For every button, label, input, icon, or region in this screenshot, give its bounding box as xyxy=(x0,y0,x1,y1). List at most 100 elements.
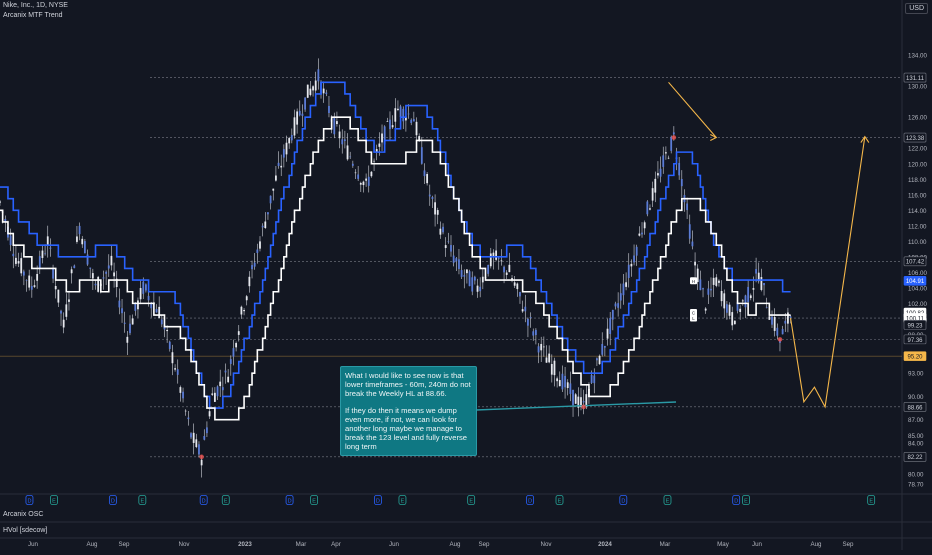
candle-body xyxy=(720,290,723,302)
candle-body xyxy=(28,275,31,288)
candle-body xyxy=(622,283,625,296)
currency-button[interactable]: USD xyxy=(905,3,928,14)
candle-body xyxy=(150,302,153,309)
candle-body xyxy=(97,276,100,292)
price-badge xyxy=(903,276,927,286)
candle-body xyxy=(680,178,683,187)
candle-body xyxy=(142,281,145,294)
candle-body xyxy=(343,139,346,142)
candle-body xyxy=(158,306,161,319)
event-marker xyxy=(732,495,741,505)
time-tick-label: Mar xyxy=(296,541,307,548)
candle-body xyxy=(121,308,123,314)
candle-body xyxy=(471,277,474,292)
candle-body xyxy=(694,261,696,266)
candle-body xyxy=(126,336,129,343)
candle-body xyxy=(710,288,712,291)
candle-body xyxy=(20,258,23,274)
candle-body xyxy=(744,295,747,308)
candle-body xyxy=(272,188,275,191)
price-tick-label: 118.00 xyxy=(908,177,927,184)
candle-body xyxy=(556,378,559,382)
event-marker xyxy=(221,495,230,505)
note-pointer xyxy=(475,401,677,411)
hvol-pane-label[interactable]: HVol [sdecow] xyxy=(3,527,48,534)
candle-body xyxy=(548,353,551,363)
candle-body xyxy=(179,387,182,393)
price-tick-label: 78.70 xyxy=(908,482,924,489)
candle-body xyxy=(57,289,60,303)
candle-body xyxy=(736,302,739,311)
candle-body xyxy=(73,265,76,269)
candle-body xyxy=(787,312,789,324)
event-marker-label: D xyxy=(734,499,738,505)
candle-body xyxy=(704,308,707,311)
candle-body xyxy=(81,238,84,245)
candle-body xyxy=(94,283,97,286)
candle-body xyxy=(574,394,577,404)
event-marker-label: D xyxy=(202,499,206,505)
candle-body xyxy=(221,387,224,391)
projection-trendline xyxy=(668,81,717,138)
ohlc-tag-label: H xyxy=(692,279,695,284)
candle-body xyxy=(280,165,283,168)
candle-body xyxy=(256,249,259,253)
price-tick-label: 93.00 xyxy=(908,371,924,378)
price-badge-label: 97.36 xyxy=(907,338,923,344)
candle-body xyxy=(741,300,744,302)
candle-body xyxy=(259,241,261,249)
candle-body xyxy=(187,417,190,420)
candle-body xyxy=(367,176,370,186)
event-marker xyxy=(199,495,208,505)
candle-body xyxy=(760,277,763,290)
candle-body xyxy=(466,269,468,274)
candle-body xyxy=(426,174,429,184)
candle-body xyxy=(452,255,455,263)
candle-body xyxy=(227,376,230,383)
candle-body xyxy=(166,329,169,332)
candle-body xyxy=(497,258,500,259)
time-tick-label: Nov xyxy=(540,541,552,548)
candle-body xyxy=(195,439,198,448)
candle-body xyxy=(341,139,344,145)
projection-arrowhead-up xyxy=(860,135,870,143)
candle-body xyxy=(542,346,545,348)
candle-body xyxy=(386,121,389,122)
osc-pane-label[interactable]: Arcanix OSC xyxy=(3,511,44,518)
candle-body xyxy=(715,277,718,286)
candle-body xyxy=(129,323,131,334)
candle-body xyxy=(110,255,113,266)
candle-body xyxy=(4,218,7,223)
candle-body xyxy=(224,370,227,373)
price-badge xyxy=(903,72,927,83)
time-tick-label: Jun xyxy=(752,541,763,548)
candle-body xyxy=(76,236,78,242)
candle-body xyxy=(12,253,15,257)
candle-body xyxy=(625,282,627,287)
candle-body xyxy=(44,253,46,255)
candle-body xyxy=(468,271,471,287)
candle-body xyxy=(333,116,336,135)
annotation-note[interactable]: What I would like to see now is that low… xyxy=(340,366,477,456)
price-tick-label: 110.00 xyxy=(908,239,927,246)
candle-body xyxy=(662,155,665,167)
candle-body xyxy=(147,295,150,301)
event-marker-label: E xyxy=(469,499,473,505)
candle-body xyxy=(447,241,450,243)
candle-body xyxy=(375,149,378,153)
event-marker-label: E xyxy=(52,499,56,505)
candle-body xyxy=(33,285,36,287)
horizontal-levels xyxy=(0,77,902,458)
price-badge-label: 95.20 xyxy=(907,355,923,361)
candle-body xyxy=(492,252,495,258)
candle-body xyxy=(115,278,118,288)
time-tick-label: Sep xyxy=(478,541,490,548)
candle-body xyxy=(328,105,330,113)
indicator-label[interactable]: Arcanix MTF Trend xyxy=(3,12,63,19)
price-badge-label: 107.42 xyxy=(906,260,925,266)
candle-body xyxy=(0,201,1,203)
event-marker xyxy=(25,495,34,505)
candle-body xyxy=(373,160,375,162)
